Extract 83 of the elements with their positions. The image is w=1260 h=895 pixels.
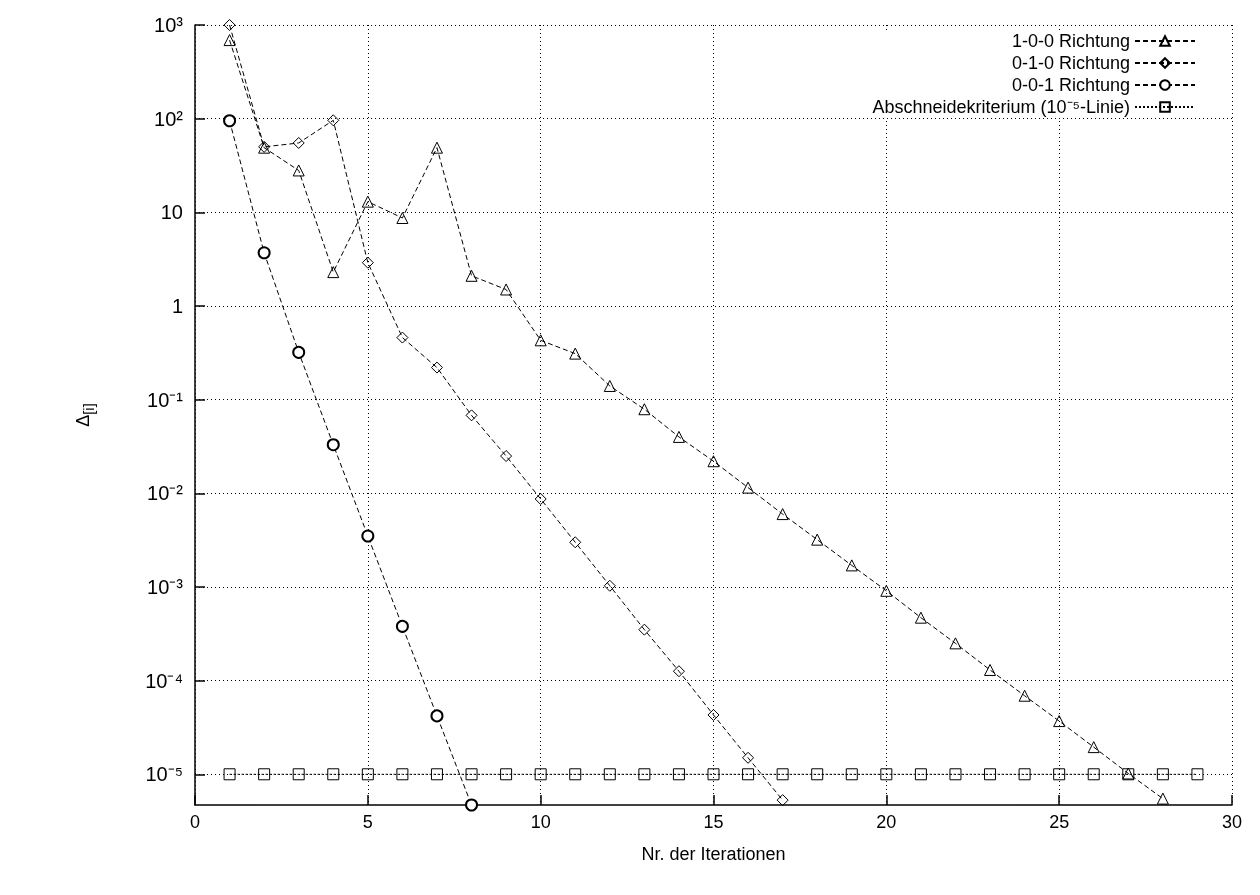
point xyxy=(672,430,685,443)
legend-label: Abschneidekriterium (10⁻⁵-Linie) xyxy=(872,97,1130,117)
point xyxy=(949,637,962,650)
point xyxy=(292,345,306,359)
point xyxy=(395,619,409,633)
point xyxy=(707,455,720,468)
point xyxy=(361,195,374,208)
point xyxy=(1156,768,1169,781)
point xyxy=(465,768,478,781)
y-tick-label: 10⁻² xyxy=(147,482,184,505)
point xyxy=(223,768,236,781)
point xyxy=(534,768,547,781)
point xyxy=(569,768,582,781)
point xyxy=(1191,768,1204,781)
point xyxy=(672,768,685,781)
point xyxy=(465,798,479,812)
point xyxy=(292,164,305,177)
point xyxy=(500,283,513,296)
point xyxy=(880,584,893,597)
point xyxy=(1156,792,1169,805)
y-tick-label: 10⁻⁴ xyxy=(145,669,183,692)
point xyxy=(326,438,340,452)
point xyxy=(223,114,237,128)
y-tick-label: 10³ xyxy=(154,14,184,36)
point xyxy=(811,768,824,781)
y-tick-label: 10⁻¹ xyxy=(147,388,184,411)
y-tick-label: 10² xyxy=(154,107,184,130)
point xyxy=(430,141,443,154)
point xyxy=(361,768,374,781)
legend-label: 0-1-0 Richtung xyxy=(1011,53,1130,73)
x-tick-label: 5 xyxy=(362,812,373,832)
point xyxy=(569,347,582,360)
point xyxy=(638,768,651,781)
x-tick-label: 30 xyxy=(1221,812,1243,832)
point xyxy=(430,709,444,723)
point xyxy=(327,768,340,781)
y-tick-label: 10⁻⁵ xyxy=(145,763,183,786)
point xyxy=(500,768,513,781)
point xyxy=(603,768,616,781)
x-tick-label: 0 xyxy=(189,812,201,832)
legend-label: 0-0-1 Richtung xyxy=(1011,75,1130,95)
point xyxy=(1087,768,1100,781)
x-tick-label: 15 xyxy=(703,812,724,832)
point xyxy=(638,403,651,416)
point xyxy=(811,533,824,546)
point xyxy=(1053,768,1066,781)
point xyxy=(1018,768,1031,781)
point xyxy=(361,529,375,543)
point xyxy=(742,768,755,781)
point xyxy=(1053,715,1066,728)
x-tick-label: 25 xyxy=(1049,812,1070,832)
y-tick-label: 10⁻³ xyxy=(147,575,184,598)
point xyxy=(776,768,789,781)
point xyxy=(430,768,443,781)
point xyxy=(914,611,927,624)
point xyxy=(1018,689,1031,702)
point xyxy=(880,768,893,781)
x-axis-title: Nr. der Iterationen xyxy=(641,844,786,864)
point xyxy=(396,768,409,781)
point xyxy=(984,768,997,781)
point xyxy=(257,246,271,260)
point xyxy=(534,334,547,347)
x-tick-label: 10 xyxy=(530,812,551,832)
point xyxy=(984,663,997,676)
point xyxy=(742,481,755,494)
point xyxy=(396,211,409,224)
point xyxy=(1087,741,1100,754)
point xyxy=(914,768,927,781)
y-tick-label: 1 xyxy=(171,294,183,317)
point xyxy=(845,768,858,781)
y-tick-label: 10 xyxy=(160,201,183,224)
point xyxy=(776,508,789,521)
point xyxy=(223,34,236,47)
x-tick-label: 20 xyxy=(876,812,897,832)
point xyxy=(327,266,340,279)
point xyxy=(949,768,962,781)
legend-label: 1-0-0 Richtung xyxy=(1011,31,1130,51)
point xyxy=(258,768,271,781)
point xyxy=(465,269,478,282)
point xyxy=(845,559,858,572)
point xyxy=(603,379,616,392)
point xyxy=(707,768,720,781)
point xyxy=(292,768,305,781)
